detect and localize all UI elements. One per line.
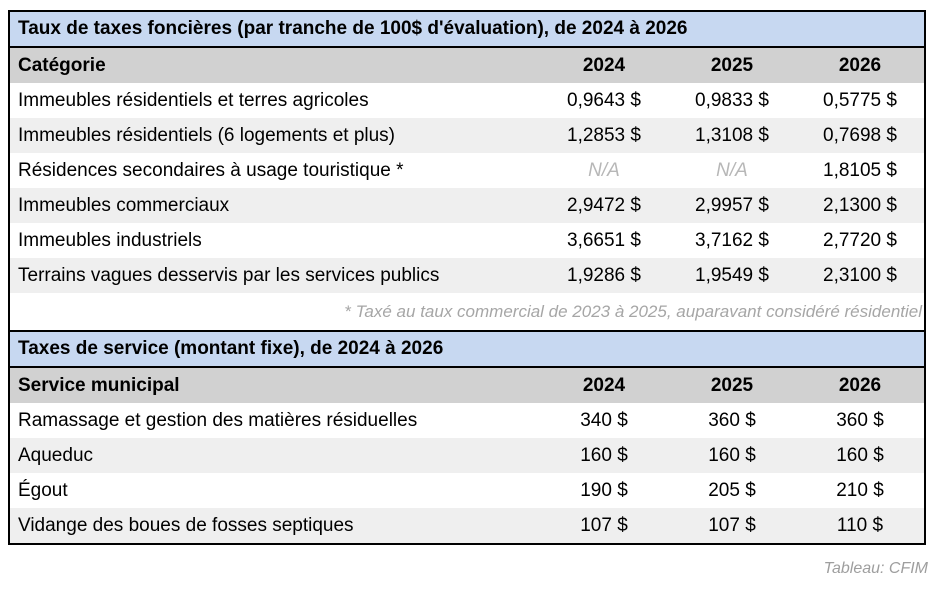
property-tax-table: Catégorie 2024 2025 2026 Immeubles résid… bbox=[10, 48, 924, 293]
value-cell: 2,7720 $ bbox=[823, 229, 897, 251]
category-cell: Égout bbox=[18, 479, 68, 501]
table-row: Aqueduc 160 $ 160 $ 160 $ bbox=[10, 438, 924, 473]
value-cell: 160 $ bbox=[580, 444, 628, 466]
property-tax-table-title: Taux de taxes foncières (par tranche de … bbox=[10, 12, 924, 48]
value-cell: 2,9472 $ bbox=[567, 194, 641, 216]
column-header-2026: 2026 bbox=[838, 374, 882, 396]
table-row: Résidences secondaires à usage touristiq… bbox=[10, 153, 924, 188]
property-tax-header-row: Catégorie 2024 2025 2026 bbox=[10, 48, 924, 83]
value-cell: 1,8105 $ bbox=[823, 159, 897, 181]
service-taxes-table-grid: Service municipal 2024 2025 2026 Ramassa… bbox=[10, 368, 924, 543]
value-cell: 1,3108 $ bbox=[695, 124, 769, 146]
category-cell: Aqueduc bbox=[18, 444, 94, 466]
property-tax-rates-table: Taux de taxes foncières (par tranche de … bbox=[8, 10, 926, 330]
category-cell: Immeubles résidentiels (6 logements et p… bbox=[18, 124, 396, 146]
service-taxes-table-title: Taxes de service (montant fixe), de 2024… bbox=[10, 332, 924, 368]
value-cell: 190 $ bbox=[580, 479, 628, 501]
column-header-2025: 2025 bbox=[710, 374, 754, 396]
category-cell: Vidange des boues de fosses septiques bbox=[18, 514, 354, 536]
value-cell: 210 $ bbox=[836, 479, 884, 501]
table-credit: Tableau: CFIM bbox=[823, 560, 928, 577]
value-cell: 1,9549 $ bbox=[695, 264, 769, 286]
service-taxes-table: Taxes de service (montant fixe), de 2024… bbox=[8, 330, 926, 545]
value-cell: 1,9286 $ bbox=[567, 264, 641, 286]
table-row: Immeubles résidentiels et terres agricol… bbox=[10, 83, 924, 118]
value-cell: 1,2853 $ bbox=[567, 124, 641, 146]
column-header-2024: 2024 bbox=[582, 374, 626, 396]
value-cell: 160 $ bbox=[708, 444, 756, 466]
table-row: Ramassage et gestion des matières résidu… bbox=[10, 403, 924, 438]
value-cell: N/A bbox=[716, 159, 748, 181]
value-cell: 360 $ bbox=[708, 409, 756, 431]
table-row: Immeubles commerciaux 2,9472 $ 2,9957 $ 2,1… bbox=[10, 188, 924, 223]
value-cell: N/A bbox=[588, 159, 620, 181]
table-row: Terrains vagues desservis par les servic… bbox=[10, 258, 924, 293]
value-cell: 2,3100 $ bbox=[823, 264, 897, 286]
category-cell: Immeubles commerciaux bbox=[18, 194, 230, 216]
value-cell: 360 $ bbox=[836, 409, 884, 431]
value-cell: 2,1300 $ bbox=[823, 194, 897, 216]
value-cell: 3,6651 $ bbox=[567, 229, 641, 251]
value-cell: 107 $ bbox=[580, 514, 628, 536]
category-cell: Ramassage et gestion des matières résidu… bbox=[18, 409, 418, 431]
category-cell: Immeubles résidentiels et terres agricol… bbox=[18, 89, 369, 111]
value-cell: 0,7698 $ bbox=[823, 124, 897, 146]
value-cell: 0,9643 $ bbox=[567, 89, 641, 111]
value-cell: 340 $ bbox=[580, 409, 628, 431]
table-row: Égout 190 $ 205 $ 210 $ bbox=[10, 473, 924, 508]
value-cell: 107 $ bbox=[708, 514, 756, 536]
column-header-service: Service municipal bbox=[18, 374, 180, 396]
column-header-2024: 2024 bbox=[582, 54, 626, 76]
table-row: Immeubles industriels 3,6651 $ 3,7162 $ 2,7… bbox=[10, 223, 924, 258]
service-taxes-header-row: Service municipal 2024 2025 2026 bbox=[10, 368, 924, 403]
column-header-2025: 2025 bbox=[710, 54, 754, 76]
category-cell: Résidences secondaires à usage touristiq… bbox=[18, 159, 404, 181]
value-cell: 0,9833 $ bbox=[695, 89, 769, 111]
column-header-category: Catégorie bbox=[18, 54, 106, 76]
table-row: Vidange des boues de fosses septiques 107… bbox=[10, 508, 924, 543]
category-cell: Terrains vagues desservis par les servic… bbox=[18, 264, 440, 286]
value-cell: 205 $ bbox=[708, 479, 756, 501]
value-cell: 160 $ bbox=[836, 444, 884, 466]
table-row: Immeubles résidentiels (6 logements et p… bbox=[10, 118, 924, 153]
category-cell: Immeubles industriels bbox=[18, 229, 202, 251]
value-cell: 2,9957 $ bbox=[695, 194, 769, 216]
column-header-2026: 2026 bbox=[838, 54, 882, 76]
value-cell: 3,7162 $ bbox=[695, 229, 769, 251]
value-cell: 0,5775 $ bbox=[823, 89, 897, 111]
tables-wrap: Taux de taxes foncières (par tranche de … bbox=[8, 10, 926, 545]
value-cell: 110 $ bbox=[836, 514, 884, 536]
table-footnote: * Taxé au taux commercial de 2023 à 2025… bbox=[10, 293, 924, 330]
